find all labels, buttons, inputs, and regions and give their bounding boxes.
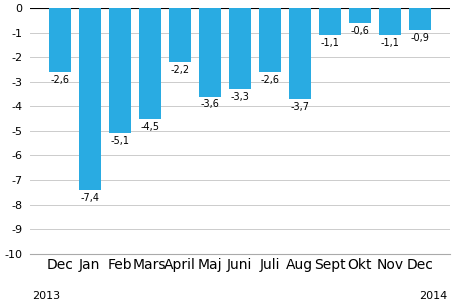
Bar — [379, 8, 401, 35]
Text: -3,3: -3,3 — [230, 92, 249, 102]
Bar — [79, 8, 100, 190]
Bar — [199, 8, 221, 97]
Bar — [319, 8, 340, 35]
Text: -5,1: -5,1 — [110, 136, 129, 146]
Text: 2013: 2013 — [32, 291, 60, 301]
Text: -0,6: -0,6 — [350, 26, 370, 36]
Text: -3,7: -3,7 — [291, 102, 309, 112]
Bar — [139, 8, 161, 119]
Bar — [229, 8, 251, 89]
Bar — [349, 8, 371, 23]
Text: -7,4: -7,4 — [80, 193, 99, 203]
Bar — [259, 8, 281, 72]
Text: -3,6: -3,6 — [200, 99, 219, 110]
Text: -2,6: -2,6 — [50, 75, 69, 85]
Bar — [289, 8, 311, 99]
Bar — [49, 8, 70, 72]
Text: 2014: 2014 — [419, 291, 448, 301]
Bar — [169, 8, 191, 62]
Text: -4,5: -4,5 — [140, 122, 159, 132]
Bar — [109, 8, 131, 133]
Text: -2,2: -2,2 — [170, 65, 189, 75]
Text: -1,1: -1,1 — [380, 38, 400, 48]
Text: -2,6: -2,6 — [260, 75, 279, 85]
Bar — [409, 8, 431, 30]
Text: -1,1: -1,1 — [321, 38, 339, 48]
Text: -0,9: -0,9 — [410, 33, 429, 43]
